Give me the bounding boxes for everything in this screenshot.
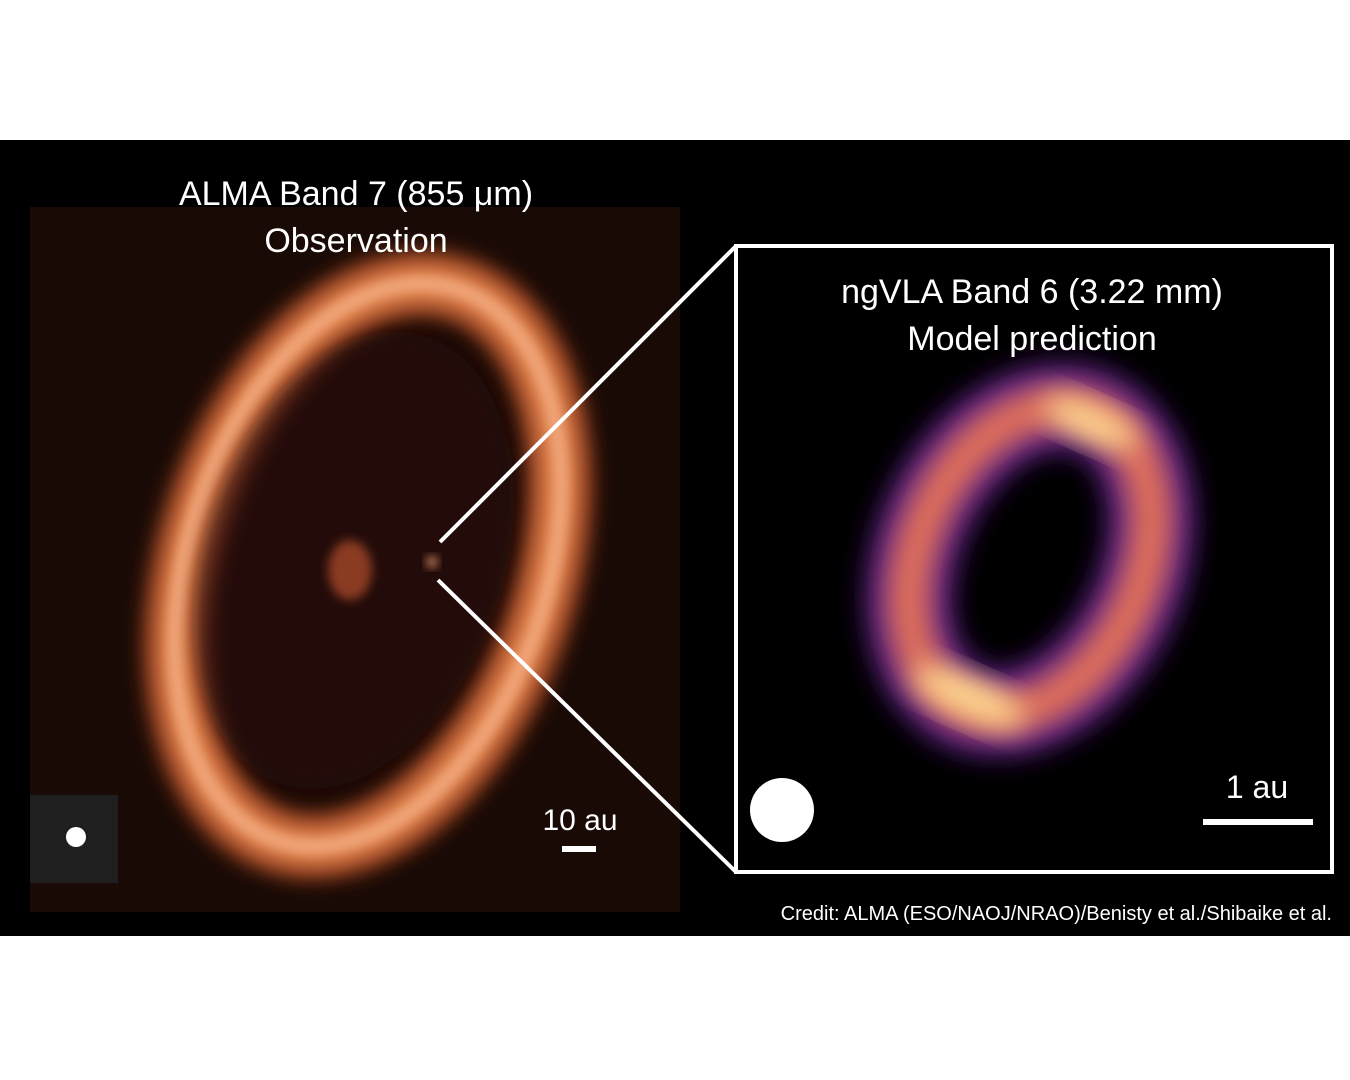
scale-bar — [1203, 819, 1313, 825]
right-title: ngVLA Band 6 (3.22 mm) — [841, 273, 1223, 311]
left-title: Observation — [264, 222, 447, 260]
credit: Credit: ALMA (ESO/NAOJ/NRAO)/Benisty et … — [781, 903, 1332, 925]
beam — [750, 778, 814, 842]
zoom-line — [438, 244, 738, 544]
companion-source — [427, 557, 437, 567]
left-title: ALMA Band 7 (855 μm) — [179, 175, 533, 213]
right-title: Model prediction — [907, 320, 1156, 358]
ngvla-panel — [734, 244, 1334, 874]
scale-bar — [562, 846, 596, 852]
zoom-line — [436, 578, 738, 874]
scale-label: 1 au — [1226, 769, 1288, 805]
inner-disk — [328, 540, 372, 600]
beam — [66, 827, 86, 847]
scale-label: 10 au — [542, 804, 617, 837]
ngvla-ring — [866, 364, 1194, 756]
